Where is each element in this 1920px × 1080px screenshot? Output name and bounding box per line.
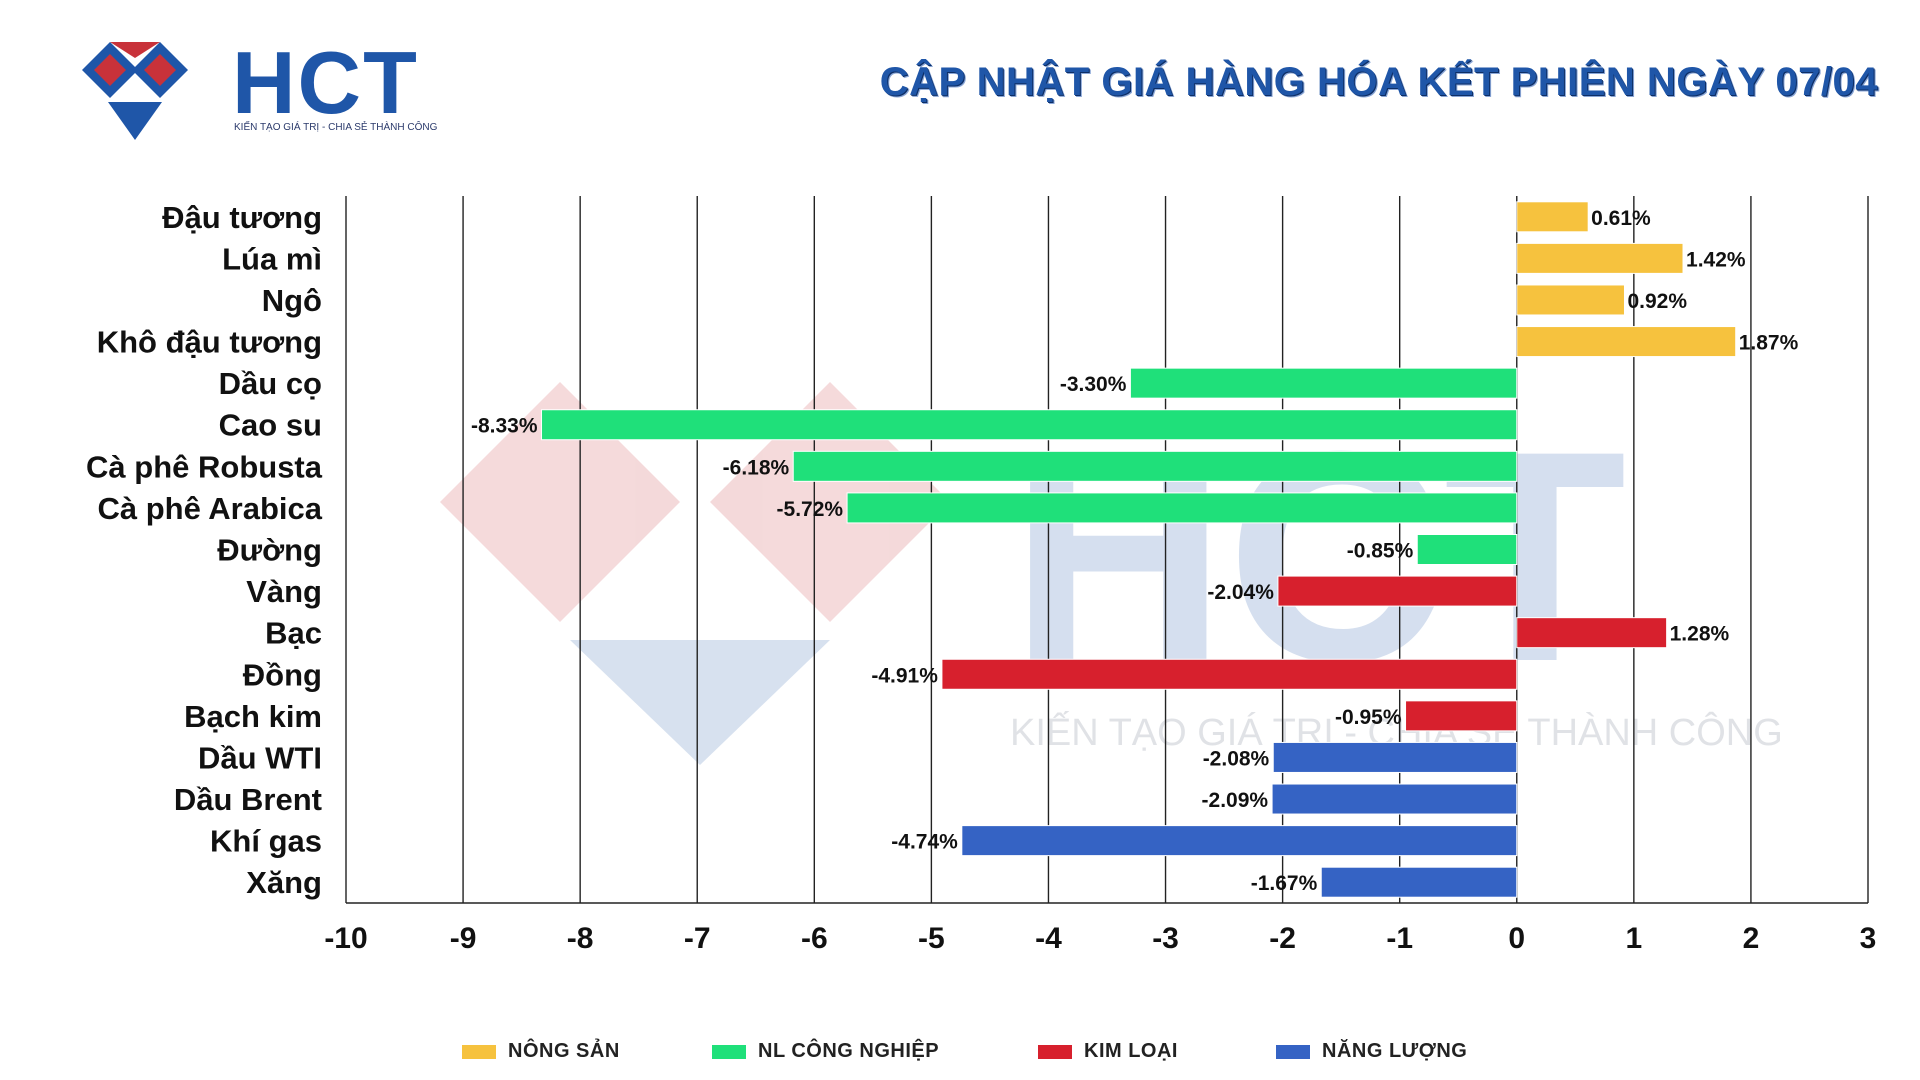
- x-tick-label: 0: [1508, 922, 1525, 955]
- bar: [1320, 866, 1518, 898]
- legend-label: NÔNG SẢN: [508, 1040, 620, 1062]
- value-label: -2.08%: [1203, 747, 1270, 770]
- bar: [1277, 575, 1518, 607]
- bar: [846, 492, 1518, 524]
- legend-swatch: [1276, 1044, 1310, 1059]
- value-label: 0.92%: [1627, 290, 1687, 313]
- category-label: Bạch kim: [184, 699, 322, 734]
- legend-item: KIM LOẠI: [1038, 1040, 1178, 1063]
- x-tick-label: -5: [918, 922, 945, 955]
- diamond-logo-icon: [82, 42, 188, 140]
- bars: [541, 201, 1737, 898]
- legend-label: KIM LOẠI: [1084, 1040, 1178, 1062]
- category-label: Dầu cọ: [219, 366, 322, 401]
- value-label: -8.33%: [471, 415, 538, 438]
- bar: [792, 450, 1518, 482]
- data-labels: 0.61% 1.42% 0.92% 1.87% -3.30% -8.33% -6.18% -5…: [471, 207, 1799, 895]
- category-label: Cà phê Arabica: [97, 491, 322, 526]
- value-label: 0.61%: [1591, 207, 1651, 230]
- page-title: CẬP NHẬT GIÁ HÀNG HÓA KẾT PHIÊN NGÀY 07/…: [879, 60, 1878, 104]
- category-label: Đậu tương: [162, 200, 322, 235]
- x-tick-label: -4: [1035, 922, 1062, 955]
- bar: [941, 658, 1518, 690]
- bar: [1271, 783, 1518, 815]
- x-tick-label: -2: [1269, 922, 1296, 955]
- brand-name: HCT: [232, 33, 419, 132]
- legend-label: NL CÔNG NGHIỆP: [758, 1040, 940, 1062]
- legend-item: NL CÔNG NGHIỆP: [712, 1040, 939, 1063]
- legend-item: NĂNG LƯỢNG: [1276, 1040, 1467, 1063]
- x-tick-label: -8: [567, 922, 594, 955]
- category-label: Khô đậu tương: [97, 325, 322, 360]
- category-label: Dầu WTI: [198, 740, 322, 775]
- bar: [1272, 741, 1518, 773]
- value-label: -2.09%: [1202, 789, 1269, 812]
- legend-label: NĂNG LƯỢNG: [1322, 1040, 1468, 1062]
- bar: [961, 825, 1518, 857]
- value-label: -2.04%: [1207, 581, 1274, 604]
- x-tick-label: 3: [1860, 922, 1877, 955]
- category-label: Xăng: [246, 865, 322, 900]
- bar: [1416, 534, 1518, 565]
- value-label: -1.67%: [1251, 872, 1318, 895]
- x-tick-label: -3: [1152, 922, 1179, 955]
- legend-swatch: [1038, 1044, 1072, 1059]
- value-label: 1.42%: [1686, 248, 1746, 271]
- legend: NÔNG SẢN NL CÔNG NGHIỆP KIM LOẠI NĂNG LƯỢNG: [0, 1040, 1920, 1070]
- category-label: Dầu Brent: [174, 782, 322, 817]
- legend-item: NÔNG SẢN: [462, 1040, 620, 1063]
- hct-logo: HCT KIẾN TẠO GIÁ TRỊ - CHIA SẺ THÀNH CÔN…: [82, 33, 442, 145]
- brand-tagline: KIẾN TẠO GIÁ TRỊ - CHIA SẺ THÀNH CÔNG: [234, 122, 438, 133]
- category-label: Cao su: [219, 408, 322, 443]
- category-label: Cà phê Robusta: [86, 449, 323, 484]
- bar: [1405, 700, 1518, 732]
- value-label: 1.87%: [1739, 332, 1799, 355]
- x-tick-label: -10: [324, 922, 367, 955]
- category-label: Đường: [217, 533, 322, 568]
- x-tick-label: -9: [450, 922, 477, 955]
- legend-swatch: [712, 1044, 746, 1059]
- value-label: -6.18%: [723, 456, 790, 479]
- x-tick-label: -1: [1386, 922, 1413, 955]
- x-tick-label: 2: [1743, 922, 1760, 955]
- value-label: -5.72%: [777, 498, 844, 521]
- x-tick-label: 1: [1626, 922, 1643, 955]
- x-tick-label: -7: [684, 922, 711, 955]
- value-label: -0.95%: [1335, 706, 1402, 729]
- watermark-logo-icon: [440, 382, 950, 765]
- legend-swatch: [462, 1044, 496, 1059]
- category-label: Bạc: [265, 616, 322, 651]
- bar: [1516, 326, 1737, 358]
- value-label: -3.30%: [1060, 373, 1127, 396]
- bar: [541, 409, 1518, 441]
- commodity-bar-chart: HCT KIẾN TẠO GIÁ TRỊ - CHIA SẺ THÀNH CÔN…: [86, 196, 1876, 955]
- value-label: -4.74%: [891, 831, 958, 854]
- bar: [1516, 617, 1668, 649]
- bar: [1516, 242, 1684, 274]
- category-label: Lúa mì: [222, 241, 322, 276]
- value-label: 1.28%: [1670, 623, 1730, 646]
- category-label: Ngô: [262, 283, 322, 318]
- bar: [1516, 284, 1625, 316]
- gridlines: [345, 196, 1869, 904]
- x-tick-label: -6: [801, 922, 828, 955]
- x-axis-tick-labels: -10 -9 -8 -7 -6 -5 -4 -3 -2 -1 0 1 2 3: [324, 922, 1876, 955]
- value-label: -0.85%: [1347, 540, 1414, 563]
- value-label: -4.91%: [871, 664, 938, 687]
- category-label: Đồng: [243, 657, 322, 692]
- y-axis-labels: Đậu tương Lúa mì Ngô Khô đậu tương Dầu cọ Cao…: [86, 200, 323, 900]
- bar: [1516, 201, 1589, 233]
- category-label: Khí gas: [210, 824, 322, 859]
- bar: [1129, 367, 1518, 399]
- category-label: Vàng: [246, 574, 322, 609]
